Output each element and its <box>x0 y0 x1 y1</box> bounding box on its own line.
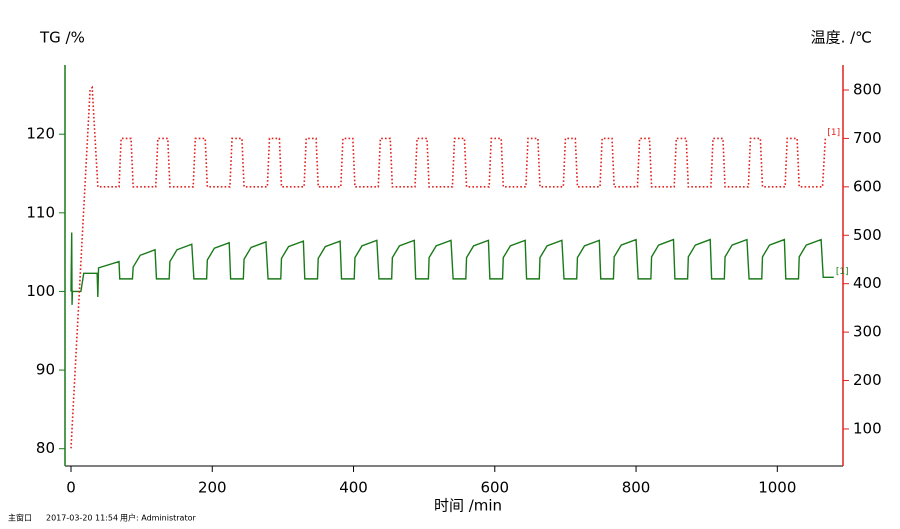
series-line <box>70 85 827 449</box>
y2-tick-label: 600 <box>853 177 882 195</box>
series-end-label: [1] <box>827 128 840 138</box>
series-end-label: [1] <box>836 267 849 277</box>
y-tick-label: 110 <box>26 203 55 221</box>
y2-tick-label: 500 <box>853 226 882 244</box>
y2-axis-label: 温度. /℃ <box>811 29 872 47</box>
x-tick-label: 200 <box>198 479 227 497</box>
y2-tick-label: 200 <box>853 371 882 389</box>
series-line <box>70 232 834 305</box>
y-tick-label: 120 <box>26 125 55 143</box>
status-window: 主窗口 <box>8 513 32 523</box>
x-tick-label: 0 <box>66 479 76 497</box>
x-tick-label: 600 <box>480 479 509 497</box>
status-user: 用户: Administrator <box>120 513 196 523</box>
y2-tick-label: 300 <box>853 323 882 341</box>
y2-tick-label: 400 <box>853 274 882 292</box>
x-axis-label: 时间 /min <box>434 497 502 515</box>
y2-tick-label: 100 <box>853 419 882 437</box>
y-tick-label: 90 <box>36 361 55 379</box>
status-time: 2017-03-20 11:54 <box>46 514 118 523</box>
y-tick-label: 100 <box>26 282 55 300</box>
y2-tick-label: 700 <box>853 129 882 147</box>
x-tick-label: 800 <box>622 479 651 497</box>
y-tick-label: 80 <box>36 439 55 457</box>
x-tick-label: 400 <box>339 479 368 497</box>
y2-tick-label: 800 <box>853 80 882 98</box>
x-tick-label: 1000 <box>758 479 796 497</box>
y-axis-label: TG /% <box>39 29 85 47</box>
